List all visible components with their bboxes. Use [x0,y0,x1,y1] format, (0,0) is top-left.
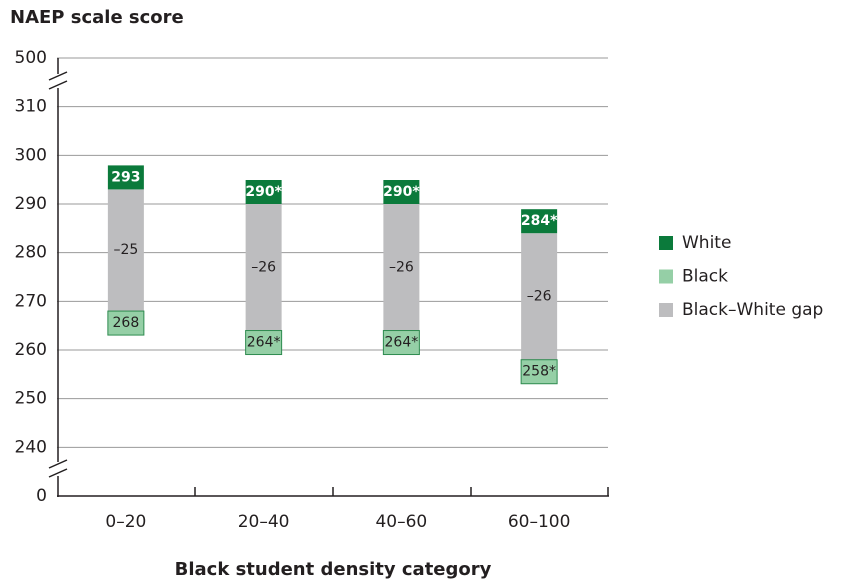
x-ticks [194,487,609,496]
y-tick-label: 250 [15,389,47,409]
axis-break [48,71,68,478]
white-label: 290* [245,184,282,200]
white-label: 293 [111,169,140,185]
legend-label: Black–White gap [682,300,823,320]
black-label: 258* [522,364,556,380]
gap-bar [245,204,282,331]
plot-area [57,57,608,448]
black-marker [520,359,558,385]
gap-bar [521,233,558,360]
y-tick-label: 240 [15,437,47,457]
white-marker [521,209,558,234]
gap-bar [107,189,144,312]
x-tick-label: 40–60 [375,512,427,532]
y-tick-label: 300 [15,145,47,165]
y-tick-label: 290 [15,194,47,214]
gap-label: –25 [113,242,138,258]
y-tick-label: 500 [15,48,47,68]
legend-label: Black [682,267,728,287]
black-label: 264* [247,335,281,351]
white-label: 284* [521,213,558,229]
x-tick-label: 0–20 [105,512,146,532]
white-marker [383,180,420,204]
gap-label: –26 [389,259,414,275]
y-tick-label: 0 [36,486,47,506]
gap-bar [383,204,420,331]
x-axis-label: Black student density category [175,559,492,580]
gap-label: –26 [251,259,276,275]
white-label: 290* [383,184,420,200]
y-tick-label: 270 [15,291,47,311]
y-tick-label: 310 [15,97,47,117]
white-marker [107,165,144,190]
y-axis-label: NAEP scale score [10,7,184,28]
black-marker [382,330,420,356]
black-marker [245,330,283,356]
legend-swatch [659,269,673,284]
legend-swatch [659,303,673,317]
black-label: 268 [113,315,140,331]
x-tick-label: 60–100 [508,512,571,532]
legend-swatch [659,236,673,250]
gap-label: –26 [527,288,552,304]
black-label: 264* [385,335,419,351]
white-marker [245,180,282,204]
black-marker [107,310,145,336]
y-tick-label: 260 [15,340,47,360]
legend-label: White [682,233,731,253]
y-tick-label: 280 [15,243,47,263]
x-tick-label: 20–40 [238,512,290,532]
